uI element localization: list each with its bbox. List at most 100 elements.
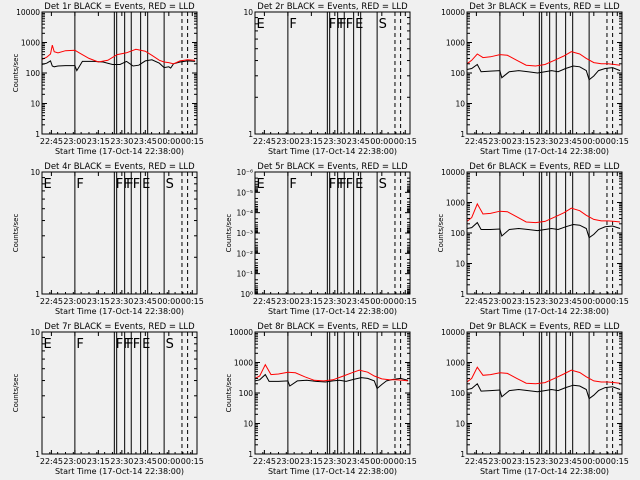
flag-letter: F (76, 337, 83, 352)
event-lines (74, 12, 189, 134)
flag-letter: F (133, 337, 140, 352)
x-tick-label: 22:45 (40, 137, 63, 146)
flag-letter: F (126, 337, 133, 352)
x-tick-label: 00:15 (606, 297, 629, 306)
x-tick-label: 23:15 (300, 137, 323, 146)
flag-letter: S (379, 17, 387, 32)
x-tick-label: 22:45 (253, 297, 276, 306)
x-axis-label: Start Time (17-Oct-14 22:38:00) (55, 307, 184, 316)
y-tick-label: 10⁻⁴ (236, 209, 253, 218)
y-tick-label: 1 (248, 130, 253, 139)
y-tick-label: 10 (30, 100, 40, 109)
x-tick-label: 23:45 (559, 297, 582, 306)
y-tick-label: 100 (26, 69, 41, 78)
flag-letter: F (289, 177, 296, 192)
flag-letter: E (256, 17, 264, 32)
x-tick-label: 22:45 (253, 137, 276, 146)
x-tick-label: 23:45 (134, 137, 157, 146)
event-lines (499, 332, 614, 454)
x-tick-label: 23:00 (63, 137, 86, 146)
flag-letter: E (142, 337, 150, 352)
y-tick-label: 100 (451, 389, 466, 398)
y-tick-label: 10 (30, 168, 40, 177)
x-axis-label: Start Time (17-Oct-14 22:38:00) (55, 467, 184, 476)
y-tick-label: 10000 (441, 8, 465, 17)
x-tick-label: 23:45 (134, 297, 157, 306)
x-axis-label: Start Time (17-Oct-14 22:38:00) (268, 307, 397, 316)
series-line-events (467, 221, 621, 239)
x-axis-label: Start Time (17-Oct-14 22:38:00) (55, 147, 184, 156)
y-tick-label: 1000 (21, 39, 40, 48)
y-tick-label: 1 (35, 450, 40, 459)
x-tick-label: 23:15 (512, 297, 535, 306)
flag-letter: S (379, 177, 387, 192)
x-tick-label: 23:00 (63, 297, 86, 306)
x-tick-label: 23:00 (488, 137, 511, 146)
event-lines (287, 332, 402, 454)
x-tick-label: 00:15 (394, 297, 417, 306)
flag-letter: FF (116, 177, 131, 192)
x-tick-label: 23:30 (110, 297, 133, 306)
x-tick-label: 00:00 (582, 137, 605, 146)
panel-title: Det 9r BLACK = Events, RED = LLD (469, 322, 620, 332)
y-tick-label: 1000 (446, 199, 465, 208)
plot-frame (466, 331, 623, 455)
series-line-lld (467, 51, 621, 67)
y-tick-label: 1 (35, 290, 40, 299)
y-tick-label: 10 (243, 420, 253, 429)
x-tick-label: 23:45 (347, 297, 370, 306)
x-tick-label: 00:15 (394, 137, 417, 146)
flag-letter: E (142, 177, 150, 192)
event-lines (255, 172, 402, 294)
y-tick-label: 10⁻¹ (236, 270, 253, 279)
x-axis-label: Start Time (17-Oct-14 22:38:00) (480, 467, 609, 476)
series-line-events (42, 59, 196, 72)
x-tick-label: 23:45 (347, 137, 370, 146)
x-tick-label: 23:15 (300, 457, 323, 466)
x-tick-label: 00:00 (157, 137, 180, 146)
x-tick-label: 23:00 (276, 137, 299, 146)
flag-letter: E (355, 17, 363, 32)
flag-letter: F (339, 177, 346, 192)
y-tick-label: 10⁻² (236, 249, 253, 258)
flag-letter: E (43, 177, 51, 192)
x-tick-label: 00:00 (370, 297, 393, 306)
y-tick-label: 10 (455, 260, 465, 269)
series-line-events (467, 63, 621, 81)
flag-letter: FF (116, 337, 131, 352)
x-tick-label: 00:15 (181, 457, 204, 466)
flag-letter: FF (329, 17, 344, 32)
x-tick-label: 23:15 (87, 297, 110, 306)
y-axis-label: Counts/sec (437, 214, 445, 253)
flag-letter: S (166, 177, 174, 192)
plot-frame (466, 11, 623, 135)
y-tick-label: 10⁰ (240, 290, 253, 299)
flag-letter: F (346, 177, 353, 192)
x-tick-label: 00:15 (394, 457, 417, 466)
plot-frame (254, 11, 411, 135)
x-tick-label: 23:30 (535, 137, 558, 146)
x-axis-label: Start Time (17-Oct-14 22:38:00) (268, 467, 397, 476)
x-tick-label: 23:00 (276, 457, 299, 466)
flag-letter: F (76, 177, 83, 192)
series-line-lld (255, 363, 409, 382)
x-tick-label: 23:00 (488, 457, 511, 466)
y-tick-label: 1000 (446, 359, 465, 368)
y-axis-label: Counts/sec (12, 54, 20, 93)
y-tick-label: 10⁻⁶ (236, 168, 253, 177)
y-tick-label: 1 (35, 130, 40, 139)
y-tick-label: 10000 (441, 328, 465, 337)
x-tick-label: 22:45 (465, 457, 488, 466)
plot-frame (41, 171, 198, 295)
x-tick-label: 22:45 (465, 137, 488, 146)
x-tick-label: 23:15 (87, 137, 110, 146)
x-axis-label: Start Time (17-Oct-14 22:38:00) (480, 307, 609, 316)
x-tick-label: 00:00 (157, 297, 180, 306)
x-tick-label: 23:15 (300, 297, 323, 306)
flag-letter: F (126, 177, 133, 192)
